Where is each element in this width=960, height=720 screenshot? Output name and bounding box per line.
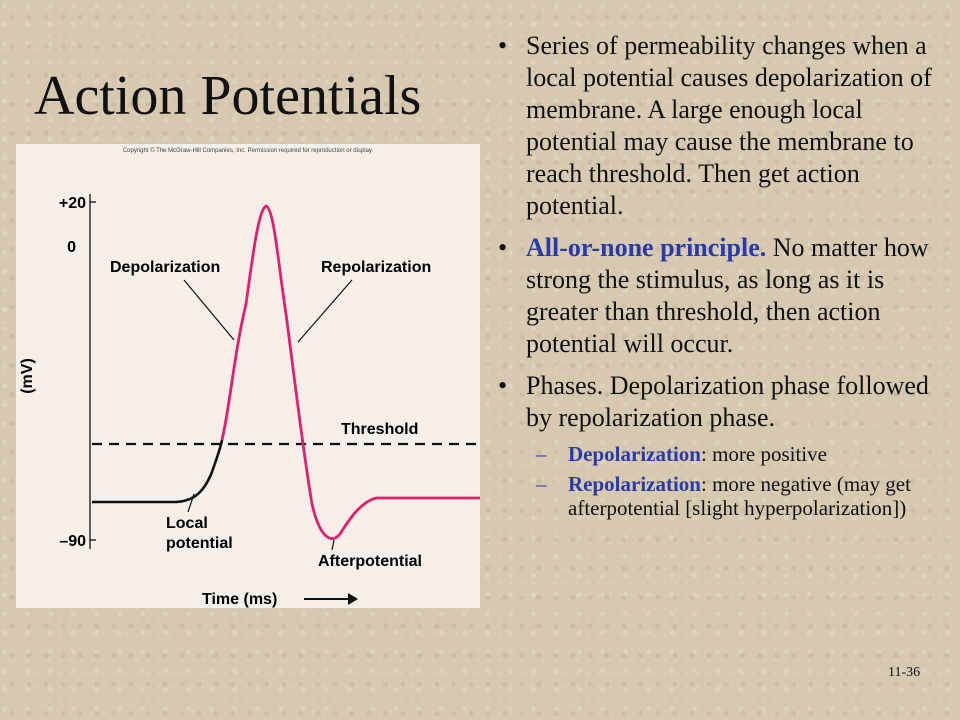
repolarization-label: Repolarization (321, 259, 431, 276)
slide-title: Action Potentials (34, 65, 422, 127)
subitem-repolarization: – Repolarization: more negative (may get… (526, 472, 940, 520)
bullet-dot-icon: • (498, 371, 508, 400)
y-axis-label: (mV) (19, 358, 36, 394)
depolarization-pointer (183, 279, 235, 341)
threshold-label: Threshold (341, 421, 418, 438)
local-potential-pointer (187, 493, 195, 513)
action-potential-figure: Copyright © The McGraw-Hill Companies, I… (16, 144, 480, 608)
resting-potential-curve (92, 439, 224, 504)
repolarization-term: Repolarization (568, 472, 701, 496)
bullet-permeability: • Series of permeability changes when a … (490, 30, 940, 222)
ytick-zero: 0 (67, 239, 76, 256)
subitem-text: : more positive (700, 442, 827, 466)
ytick-plus20: +20 (59, 195, 86, 212)
bullet-text: Series of permeability changes when a lo… (526, 31, 932, 220)
depolarization-label: Depolarization (110, 259, 220, 276)
afterpotential-pointer (331, 539, 335, 551)
subitem-text: : more negative (may get afterpotential … (568, 472, 911, 520)
phase-sublist: – Depolarization: more positive – Repola… (526, 442, 940, 520)
copyright-notice: Copyright © The McGraw-Hill Companies, I… (123, 147, 374, 154)
all-or-none-term: All-or-none principle. (526, 233, 767, 262)
dash-icon: – (536, 442, 547, 466)
local-potential-label-1: Local (166, 515, 208, 532)
bullet-dot-icon: • (498, 31, 508, 60)
bullet-dot-icon: • (498, 233, 508, 262)
bullet-text: Phases. Depolarization phase followed by… (526, 371, 929, 432)
slide-number: 11-36 (888, 665, 921, 680)
afterpotential-label: Afterpotential (318, 553, 422, 570)
repolarization-pointer (297, 279, 353, 343)
dash-icon: – (536, 472, 547, 496)
local-potential-label-2: potential (166, 535, 233, 552)
depolarization-term: Depolarization (568, 442, 701, 466)
x-axis-label: Time (ms) (202, 591, 277, 608)
action-potential-graph: Copyright © The McGraw-Hill Companies, I… (19, 147, 480, 608)
bullet-all-or-none: • All-or-none principle. No matter how s… (490, 232, 940, 360)
action-potential-curve (220, 204, 480, 540)
subitem-depolarization: – Depolarization: more positive (526, 442, 940, 466)
bullet-text: No matter how strong the stimulus, as lo… (526, 233, 929, 358)
bullet-phases: • Phases. Depolarization phase followed … (490, 370, 940, 520)
bullet-list: • Series of permeability changes when a … (490, 30, 940, 530)
time-arrow-icon (348, 593, 358, 605)
ytick-minus90: –90 (59, 533, 86, 550)
